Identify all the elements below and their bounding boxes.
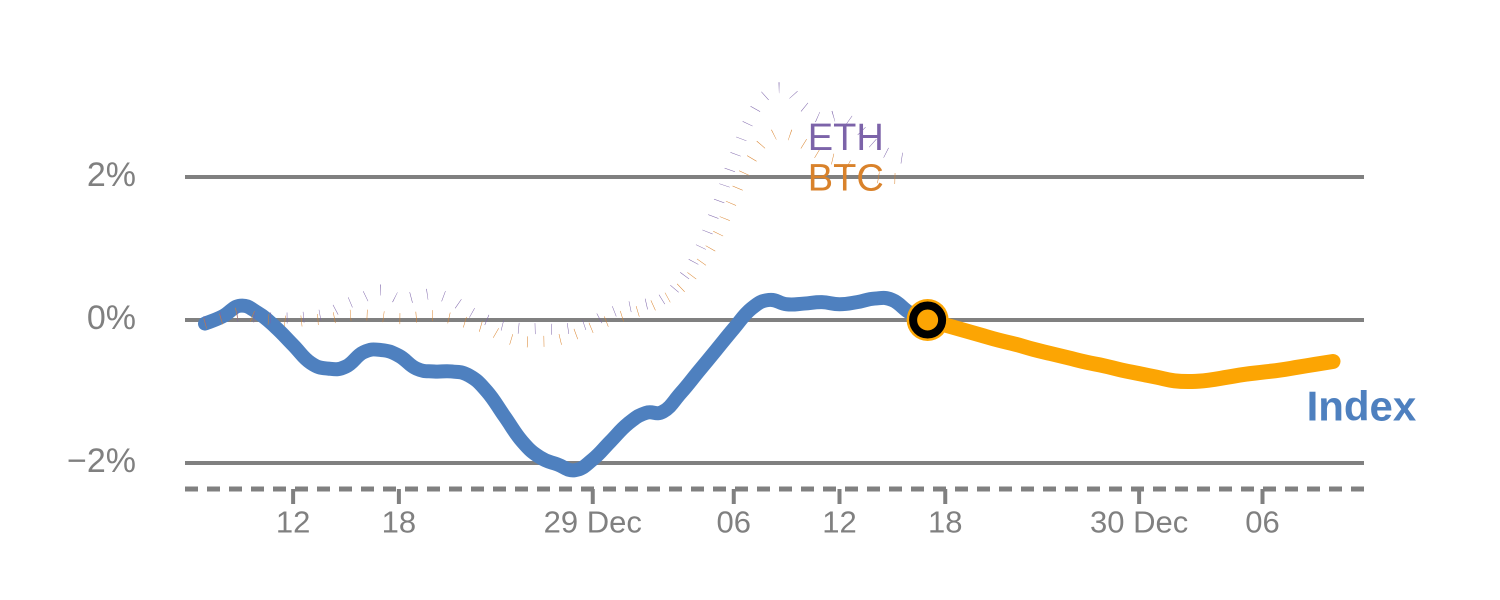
series-line-index-forecast	[920, 312, 1341, 390]
x-axis-labels: 12 18 29 Dec 06 12 18 30 Dec 06	[276, 504, 1280, 539]
x-axis-ticks	[291, 489, 1265, 504]
xtick-label-2: 29 Dec	[544, 504, 642, 539]
ytick-label-minus2pct: −2%	[67, 442, 136, 480]
xtick-label-5: 18	[928, 504, 962, 539]
series-label-index: Index	[1307, 382, 1417, 429]
forecast-start-marker[interactable]	[906, 299, 949, 341]
series-layer	[198, 82, 1341, 478]
series-line-index	[198, 290, 935, 478]
xtick-label-6: 30 Dec	[1090, 504, 1188, 539]
y-axis-labels: 2% 0% −2%	[67, 156, 136, 480]
xtick-label-4: 12	[822, 504, 856, 539]
xtick-label-0: 12	[276, 504, 310, 539]
xtick-label-1: 18	[382, 504, 416, 539]
gridlines	[185, 175, 1364, 465]
series-line-btc	[203, 127, 911, 348]
xtick-label-7: 06	[1245, 504, 1279, 539]
series-label-eth: ETH	[808, 117, 884, 159]
series-label-btc: BTC	[808, 158, 884, 200]
ytick-label-2pct: 2%	[87, 156, 136, 194]
series-line-eth	[203, 82, 912, 335]
marker-ring[interactable]	[909, 301, 947, 339]
series-labels: ETH BTC Index	[808, 117, 1417, 430]
xtick-label-3: 06	[717, 504, 751, 539]
ytick-label-0pct: 0%	[87, 299, 136, 337]
